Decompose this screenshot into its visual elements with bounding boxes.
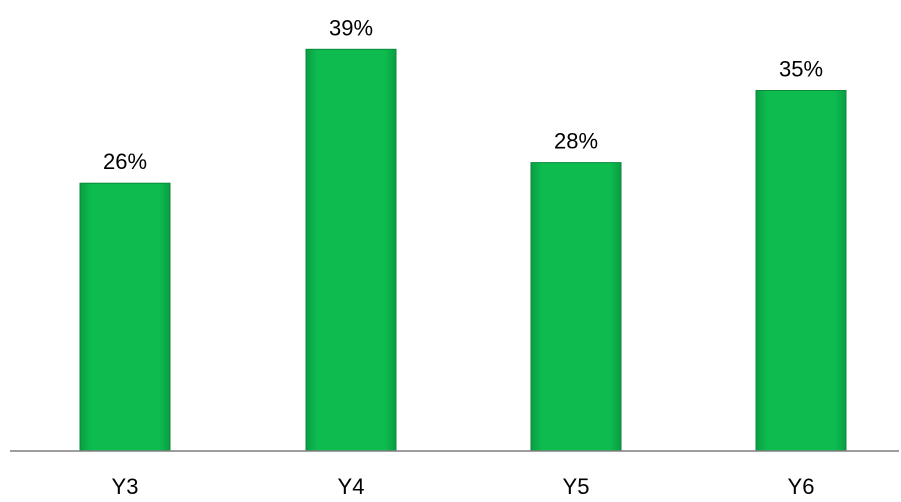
bars-group <box>79 48 847 452</box>
x-tick-label-y4: Y4 <box>338 474 365 499</box>
data-labels-group: 26% 39% 28% 35% <box>103 15 823 174</box>
data-label-y4: 39% <box>329 15 373 40</box>
x-tick-label-y6: Y6 <box>788 474 815 499</box>
x-tick-labels-group: Y3 Y4 Y5 Y6 <box>112 474 815 499</box>
bar-y5 <box>530 162 622 452</box>
bar-y6 <box>755 90 847 452</box>
x-tick-label-y3: Y3 <box>112 474 139 499</box>
x-tick-label-y5: Y5 <box>563 474 590 499</box>
data-label-y6: 35% <box>779 57 823 82</box>
data-label-y3: 26% <box>103 149 147 174</box>
bar-y3 <box>79 182 171 452</box>
bar-y4 <box>305 48 397 452</box>
data-label-y5: 28% <box>554 129 598 154</box>
